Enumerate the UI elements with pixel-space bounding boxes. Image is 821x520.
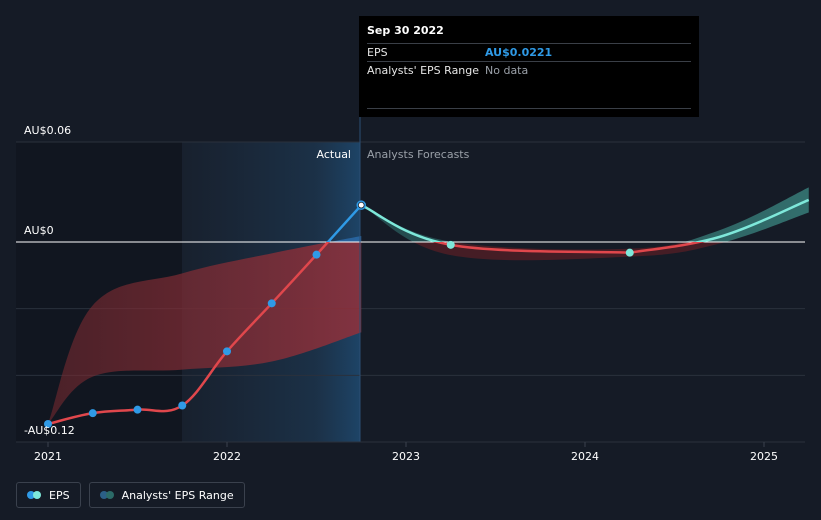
tooltip-date: Sep 30 2022 xyxy=(367,24,444,37)
eps-point-actual-4 xyxy=(223,347,231,356)
eps-line-forecast-positive xyxy=(360,204,444,242)
tooltip-row-eps: EPS AU$0.0221 xyxy=(367,43,691,61)
range-band-past-negative xyxy=(48,242,362,424)
eps-line-forecast-ext-negative xyxy=(629,242,705,254)
x-tick-label-2024: 2024 xyxy=(571,450,599,463)
actual-label: Actual xyxy=(317,148,351,161)
eps-range-forecast xyxy=(361,187,809,261)
y-label-zero: AU$0 xyxy=(24,224,54,237)
eps-point-actual-5 xyxy=(267,299,276,308)
eps-point-actual-6 xyxy=(312,250,321,259)
legend-eps-button[interactable]: EPS xyxy=(16,482,81,508)
eps-point-highlight-inner xyxy=(358,202,364,208)
eps-point-actual-0 xyxy=(44,420,52,428)
y-label-bottom: -AU$0.12 xyxy=(24,424,75,437)
eps-point-forecast-2 xyxy=(625,248,634,257)
y-label-top: AU$0.06 xyxy=(24,124,71,137)
eps-line-forecast-negative xyxy=(433,242,630,254)
legend-range-label: Analysts' EPS Range xyxy=(121,488,234,502)
legend-eps-label: EPS xyxy=(49,488,70,502)
forecast-label: Analysts Forecasts xyxy=(367,148,470,161)
tooltip-eps-value: AU$0.0221 xyxy=(485,46,553,59)
range-legend-icon xyxy=(99,491,116,499)
x-tick-label-2022: 2022 xyxy=(213,450,241,463)
tooltip: Sep 30 2022 EPS AU$0.0221 Analysts' EPS … xyxy=(359,16,699,117)
legend: EPS Analysts' EPS Range xyxy=(16,482,245,508)
x-tick-label-2023: 2023 xyxy=(392,450,420,463)
tooltip-row-range: Analysts' EPS Range No data xyxy=(367,61,691,79)
eps-point-actual-2 xyxy=(133,405,142,414)
eps-legend-icon xyxy=(27,491,43,499)
x-tick-label-2021: 2021 xyxy=(34,450,62,463)
x-tick-label-2025: 2025 xyxy=(750,450,778,463)
x-axis: 2021 2022 2023 2024 2025 xyxy=(16,441,805,463)
eps-point-actual-3 xyxy=(178,401,187,410)
tooltip-range-value: No data xyxy=(485,64,529,77)
tooltip-eps-label: EPS xyxy=(367,46,388,59)
eps-range-past xyxy=(48,236,362,424)
eps-point-forecast-1 xyxy=(446,240,455,249)
range-band-forecast-positive xyxy=(361,187,809,242)
range-band-past-positive xyxy=(329,236,362,242)
legend-range-button[interactable]: Analysts' EPS Range xyxy=(88,482,245,508)
eps-point-actual-1 xyxy=(88,409,97,418)
tooltip-divider xyxy=(367,108,691,109)
eps-line-forecast-ext-positive xyxy=(692,198,810,242)
tooltip-range-label: Analysts' EPS Range xyxy=(367,64,480,77)
eps-points xyxy=(44,200,634,428)
